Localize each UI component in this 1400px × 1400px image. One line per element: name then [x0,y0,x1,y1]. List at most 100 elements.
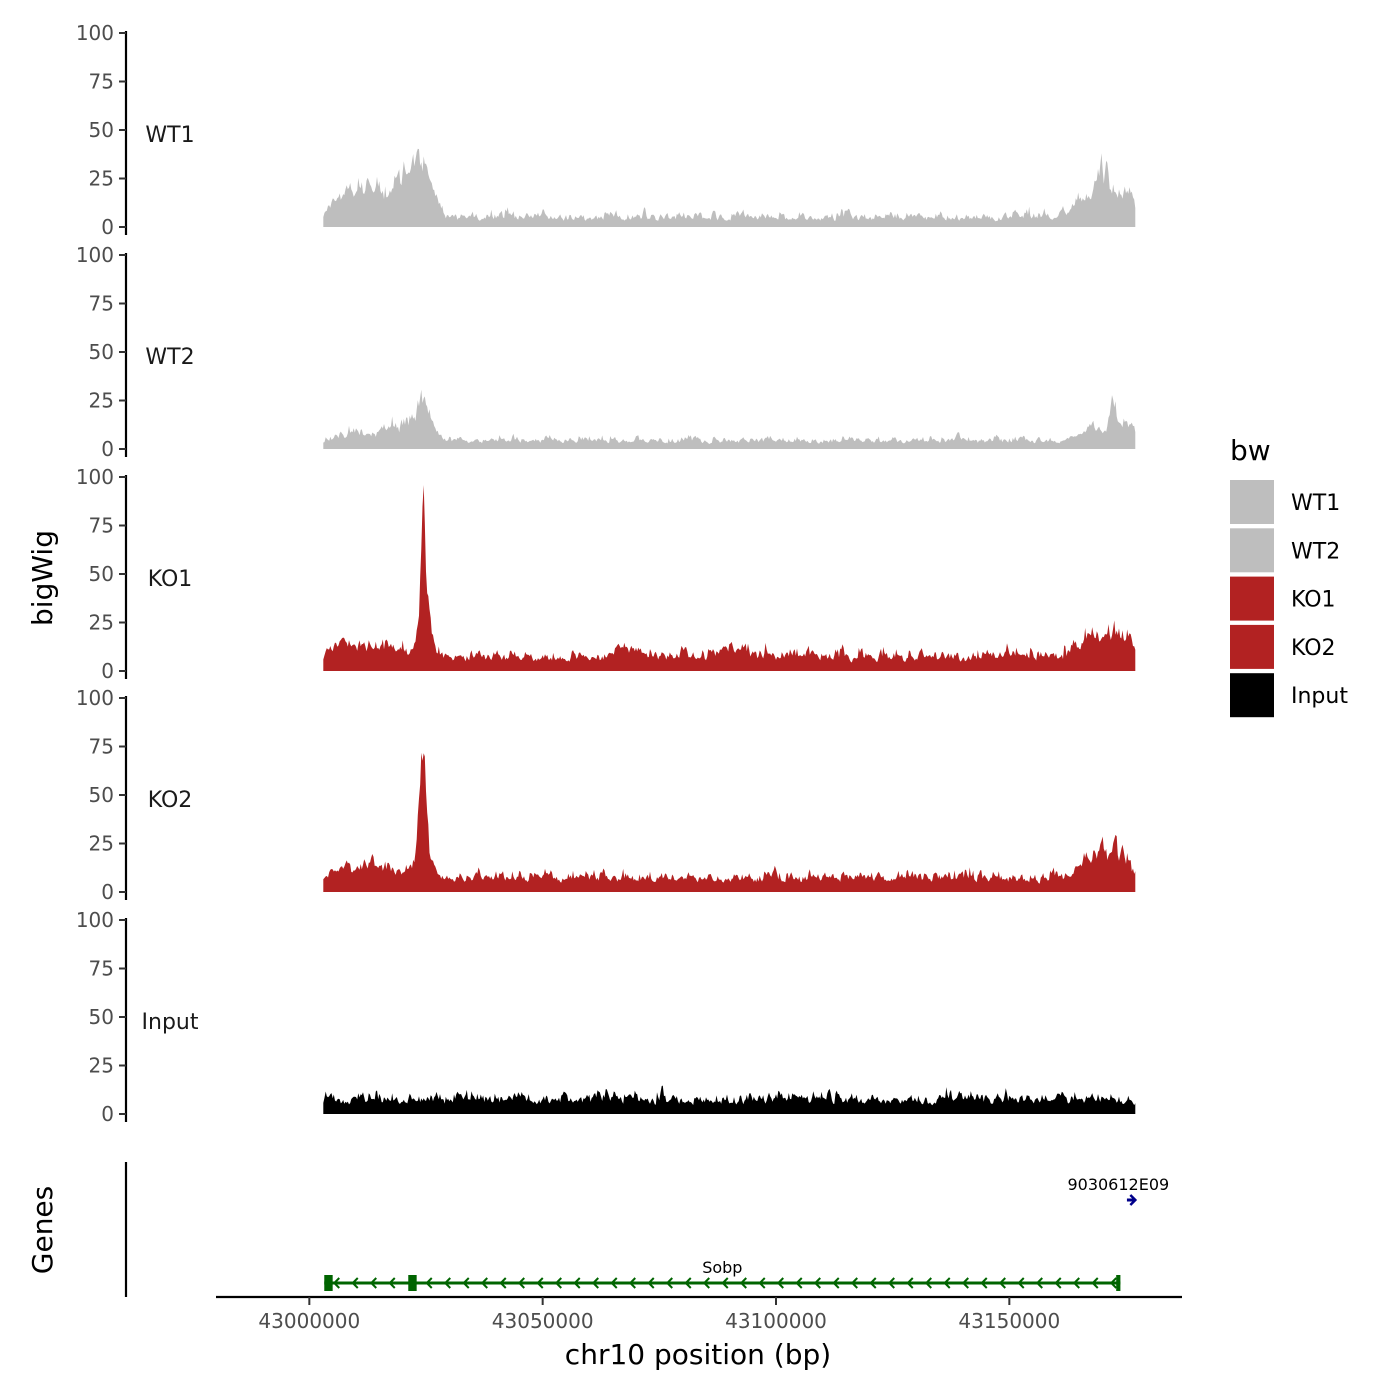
gene-label: Sobp [702,1258,742,1277]
y-tick-label: 25 [89,167,114,191]
strand-arrow [499,1277,507,1289]
legend-label: KO2 [1291,636,1336,661]
track-input: 0 25 50 75 100 Input [76,908,1136,1126]
strand-arrow [795,1277,803,1289]
strand-arrow [1017,1277,1025,1289]
gene-9030612e09: 9030612E09 [1067,1175,1169,1206]
gene-label: 9030612E09 [1067,1175,1169,1194]
legend-label: WT2 [1291,539,1340,564]
strand-arrow [332,1277,340,1289]
y-tick-label: 100 [76,243,114,267]
y-axis-title: bigWig [26,530,59,626]
strand-arrow [943,1277,951,1289]
strand-arrow [776,1277,784,1289]
y-tick-label: 50 [89,562,114,586]
strand-arrow [702,1277,710,1289]
x-tick-label: 43050000 [492,1309,594,1333]
strand-arrow [610,1277,618,1289]
strand-arrow [1109,1277,1117,1289]
strand-arrow [850,1277,858,1289]
track-label: KO1 [148,567,193,592]
strand-arrow [573,1277,581,1289]
track-ko2: 0 25 50 75 100 KO2 [76,686,1136,904]
y-tick-label: 100 [76,908,114,932]
y-tick-label: 75 [89,735,114,759]
y-tick-label: 50 [89,340,114,364]
strand-arrow [1091,1277,1099,1289]
y-tick-label: 100 [76,465,114,489]
x-tick-label: 43150000 [958,1309,1060,1333]
signal-area-wt2 [323,389,1136,449]
y-tick-label: 25 [89,611,114,635]
track-label: WT1 [145,123,194,148]
legend-swatch [1230,528,1274,573]
strand-arrow [1129,1194,1138,1206]
strand-arrow [388,1277,396,1289]
track-label: WT2 [145,345,194,370]
strand-arrow [961,1277,969,1289]
strand-arrow [647,1277,655,1289]
track-label: Input [142,1010,199,1035]
strand-arrow [684,1277,692,1289]
legend-label: KO1 [1291,588,1336,613]
strand-arrow [443,1277,451,1289]
y-tick-label: 50 [89,1005,114,1029]
y-tick-label: 25 [89,389,114,413]
gene-sobp: Sobp [324,1258,1121,1291]
y-tick-label: 25 [89,1054,114,1078]
legend-swatch [1230,576,1274,621]
y-tick-label: 75 [89,70,114,94]
exon [1116,1275,1121,1291]
strand-arrow [536,1277,544,1289]
x-axis-title: chr10 position (bp) [565,1338,831,1371]
x-tick-label: 43000000 [258,1309,360,1333]
strand-arrow [906,1277,914,1289]
y-tick-label: 0 [101,880,114,904]
strand-arrow [462,1277,470,1289]
track-wt1: 0 25 50 75 100 WT1 [76,21,1136,239]
strand-arrow [554,1277,562,1289]
strand-arrow [628,1277,636,1289]
legend-label: WT1 [1291,491,1340,516]
strand-arrow [869,1277,877,1289]
exon [408,1275,417,1291]
x-axis: 43000000 43050000 43100000 43150000 [216,1295,1182,1333]
strand-arrow [591,1277,599,1289]
y-tick-label: 0 [101,659,114,683]
y-tick-label: 100 [76,21,114,45]
strand-arrow [887,1277,895,1289]
y-tick-label: 0 [101,1102,114,1126]
y-tick-label: 100 [76,686,114,710]
genes-panel: Sobp 9030612E09 [124,1162,1169,1297]
y-tick-label: 0 [101,215,114,239]
strand-arrow [721,1277,729,1289]
y-tick-label: 50 [89,118,114,142]
strand-arrow [665,1277,673,1289]
exon [324,1275,333,1291]
strand-arrow [998,1277,1006,1289]
signal-area-ko1 [323,485,1136,671]
strand-arrow [517,1277,525,1289]
y-tick-label: 0 [101,437,114,461]
track-label: KO2 [148,788,193,813]
y-tick-label: 75 [89,292,114,316]
genes-axis-title: Genes [26,1186,59,1274]
strand-arrow [813,1277,821,1289]
y-tick-label: 50 [89,783,114,807]
signal-area-input [323,1085,1136,1114]
track-wt2: 0 25 50 75 100 WT2 [76,243,1136,461]
strand-arrow [480,1277,488,1289]
strand-arrow [1072,1277,1080,1289]
legend-swatch [1230,624,1274,669]
y-tick-label: 25 [89,832,114,856]
signal-area-ko2 [323,752,1136,892]
y-tick-label: 75 [89,514,114,538]
legend-label: Input [1291,684,1348,709]
strand-arrow [924,1277,932,1289]
legend: bw WT1 WT2 KO1 KO2 Input [1230,434,1348,718]
strand-arrow [425,1277,433,1289]
strand-arrow [369,1277,377,1289]
x-tick-label: 43100000 [725,1309,827,1333]
strand-arrow [758,1277,766,1289]
